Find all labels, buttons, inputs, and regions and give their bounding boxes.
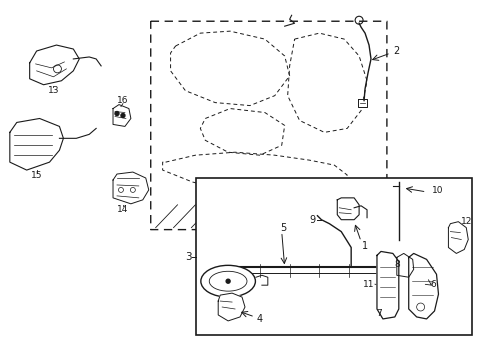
Ellipse shape [201, 265, 255, 297]
Bar [196, 178, 471, 335]
Text: 6: 6 [429, 280, 435, 289]
Circle shape [115, 112, 119, 116]
Polygon shape [357, 99, 366, 107]
Text: 1: 1 [361, 242, 367, 252]
Text: 9: 9 [309, 215, 315, 225]
Polygon shape [447, 222, 468, 253]
Text: 15: 15 [31, 171, 42, 180]
Text: 7: 7 [375, 310, 381, 319]
Text: 5: 5 [280, 222, 286, 233]
Polygon shape [10, 118, 63, 170]
Text: 3: 3 [185, 252, 191, 262]
Text: 16: 16 [117, 96, 128, 105]
Text: 14: 14 [117, 205, 128, 214]
Polygon shape [337, 198, 358, 220]
Text: 12: 12 [460, 217, 472, 226]
Polygon shape [113, 172, 148, 204]
Polygon shape [113, 105, 131, 126]
Text: 8: 8 [393, 260, 399, 269]
Circle shape [121, 113, 124, 117]
Text: 2: 2 [393, 46, 399, 56]
Text: 13: 13 [48, 86, 59, 95]
Text: 11: 11 [363, 280, 374, 289]
Polygon shape [30, 45, 79, 85]
Text: 4: 4 [256, 314, 263, 324]
Polygon shape [396, 253, 413, 277]
Polygon shape [408, 253, 438, 319]
Polygon shape [376, 251, 398, 319]
Circle shape [225, 279, 230, 283]
Text: 10: 10 [431, 186, 442, 195]
Polygon shape [218, 293, 244, 321]
